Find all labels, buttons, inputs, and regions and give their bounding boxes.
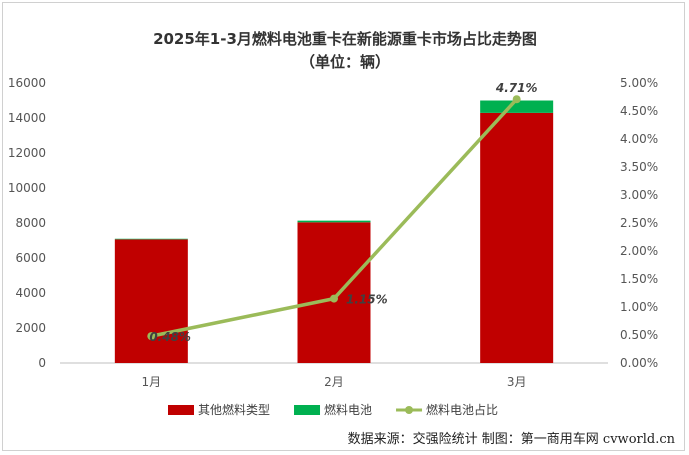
y-axis-right: 0.00% 0.50% 1.00% 1.50% 2.00% 2.50% 3.00% 3.50%… bbox=[620, 76, 658, 370]
legend-swatch bbox=[294, 405, 321, 415]
legend-label: 其他燃料类型 bbox=[198, 402, 270, 417]
legend: 其他燃料类型 燃料电池 燃料电池占比 bbox=[168, 402, 498, 417]
bar-segment bbox=[297, 222, 371, 363]
y-right-tick-label: 1.00% bbox=[620, 300, 658, 314]
share-line-point bbox=[147, 332, 156, 341]
x-tick-label: 1月 bbox=[142, 375, 162, 389]
bar-segment bbox=[114, 239, 188, 363]
share-data-label: 1.15% bbox=[346, 293, 388, 307]
y-left-tick-label: 0 bbox=[38, 356, 46, 370]
share-line-point bbox=[512, 95, 521, 104]
x-tick-label: 3月 bbox=[507, 375, 527, 389]
chart-title: 2025年1-3月燃料电池重卡在新能源重卡市场占比走势图 bbox=[153, 30, 537, 48]
y-right-tick-label: 2.00% bbox=[620, 244, 658, 258]
share-line: 0.48% 1.15% 4.71% bbox=[147, 81, 537, 344]
y-right-tick-label: 0.00% bbox=[620, 356, 658, 370]
y-left-tick-label: 14000 bbox=[8, 111, 46, 125]
legend-swatch-marker bbox=[405, 406, 414, 414]
share-data-label: 0.48% bbox=[149, 330, 191, 344]
y-right-tick-label: 1.50% bbox=[620, 272, 658, 286]
y-right-tick-label: 5.00% bbox=[620, 76, 658, 90]
bar-segment bbox=[480, 100, 554, 113]
y-left-tick-label: 4000 bbox=[15, 286, 46, 300]
y-right-tick-label: 2.50% bbox=[620, 216, 658, 230]
footer-source: 数据来源：交强险统计 制图：第一商用车网 cvworld.cn bbox=[348, 431, 676, 447]
legend-label: 燃料电池占比 bbox=[426, 402, 498, 417]
bar-segment bbox=[297, 220, 371, 223]
y-left-tick-label: 8000 bbox=[15, 216, 46, 230]
y-left-tick-label: 6000 bbox=[15, 251, 46, 265]
y-left-tick-label: 2000 bbox=[15, 321, 46, 335]
category-labels: 1月 2月 3月 bbox=[142, 375, 527, 389]
y-right-tick-label: 0.50% bbox=[620, 328, 658, 342]
y-right-tick-label: 3.00% bbox=[620, 188, 658, 202]
share-data-label: 4.71% bbox=[495, 81, 538, 95]
chart-subtitle: （单位：辆） bbox=[300, 53, 390, 71]
y-right-tick-label: 3.50% bbox=[620, 160, 658, 174]
y-left-tick-label: 12000 bbox=[8, 146, 46, 160]
legend-label: 燃料电池 bbox=[324, 402, 372, 417]
y-right-tick-label: 4.50% bbox=[620, 104, 658, 118]
y-axis-left: 0 2000 4000 6000 8000 10000 12000 14000 16000 bbox=[8, 76, 46, 370]
share-line-point bbox=[330, 294, 338, 303]
y-left-tick-label: 16000 bbox=[8, 76, 46, 90]
legend-swatch bbox=[168, 405, 194, 415]
bars bbox=[114, 100, 554, 363]
x-tick-label: 2月 bbox=[324, 375, 344, 389]
bar-segment bbox=[480, 112, 554, 363]
y-right-tick-label: 4.00% bbox=[620, 132, 658, 146]
bar-segment bbox=[114, 238, 188, 240]
y-left-tick-label: 10000 bbox=[8, 181, 46, 195]
